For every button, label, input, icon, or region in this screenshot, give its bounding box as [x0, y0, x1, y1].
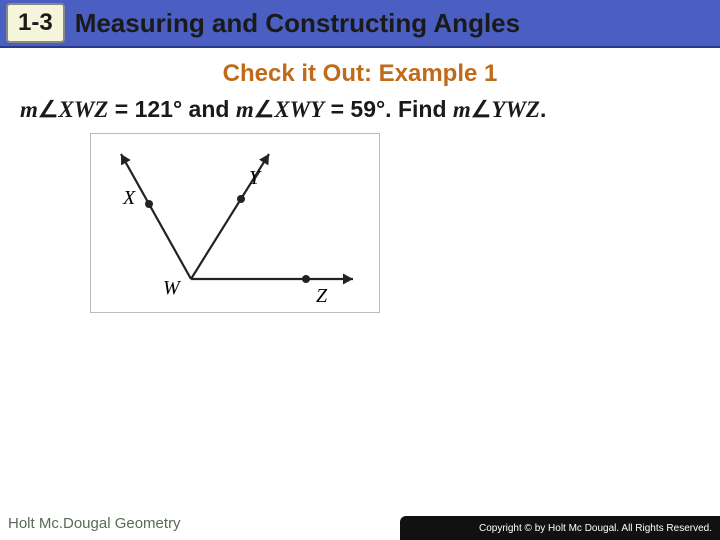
svg-text:Y: Y [249, 167, 262, 189]
m-prefix-3: m [453, 97, 471, 122]
example-subtitle: Check it Out: Example 1 [0, 60, 720, 88]
period: . [540, 96, 546, 122]
angle-symbol-1: ∠ [38, 97, 59, 122]
eq-1: = 121° [108, 96, 188, 122]
and-text: and [189, 96, 236, 122]
footer-left: Holt Mc.Dougal Geometry [8, 515, 181, 532]
angle-diagram: W X Y Z [90, 133, 380, 313]
lesson-number-box: 1-3 [6, 3, 65, 43]
header-bar: 1-3 Measuring and Constructing Angles [0, 0, 720, 48]
angle-symbol-2: ∠ [254, 97, 275, 122]
angle-name-3: YWZ [491, 97, 540, 122]
angle-symbol-3: ∠ [471, 97, 492, 122]
find-text: Find [398, 96, 453, 122]
problem-statement: m∠XWZ = 121° and m∠XWY = 59°. Find m∠YWZ… [20, 96, 700, 123]
m-prefix-1: m [20, 97, 38, 122]
svg-text:X: X [122, 187, 136, 209]
eq-2: = 59°. [324, 96, 398, 122]
svg-text:Z: Z [316, 285, 328, 307]
angle-name-1: XWZ [59, 97, 109, 122]
header-title: Measuring and Constructing Angles [75, 8, 520, 39]
m-prefix-2: m [236, 97, 254, 122]
footer-right: Copyright © by Holt Mc Dougal. All Right… [400, 516, 720, 540]
svg-text:W: W [163, 277, 182, 299]
angle-name-2: XWY [274, 97, 324, 122]
